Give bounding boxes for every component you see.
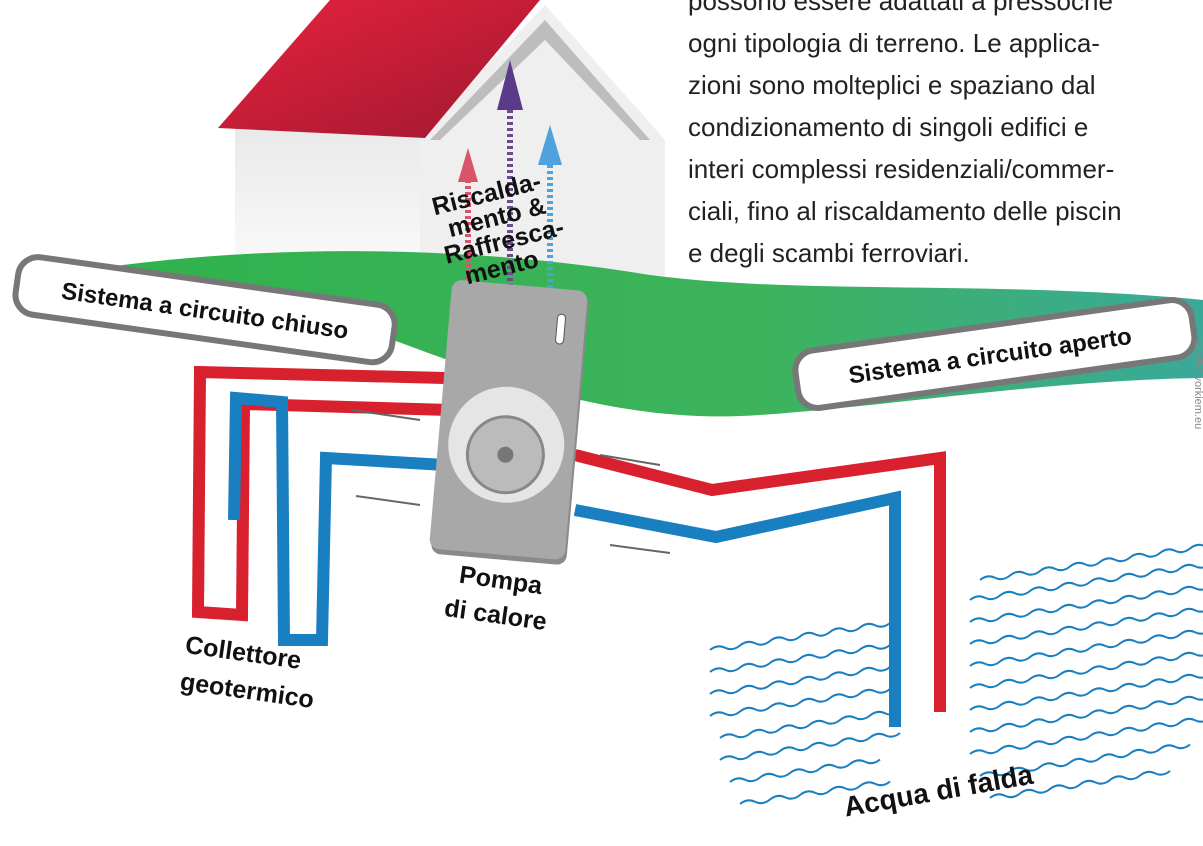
red-pipe (573, 449, 946, 712)
wave (729, 758, 881, 783)
flow-arrow (351, 409, 421, 421)
wave (969, 717, 1203, 755)
wave (969, 651, 1203, 689)
wave (989, 770, 1171, 799)
gable-trim (430, 20, 650, 140)
paragraph-line: ciali, fino al riscaldamento delle pisci… (688, 196, 1122, 226)
paragraph-line: zioni sono molteplici e spaziano dal (688, 70, 1096, 100)
wave (969, 563, 1203, 601)
wave (709, 644, 891, 673)
fan-hub (497, 446, 514, 463)
paragraph-line: condizionamento di singoli edifici e (688, 112, 1088, 142)
flow-indicators (351, 409, 671, 554)
arrow-head (497, 60, 523, 110)
heat-pump-label: Pompa di calore (443, 561, 549, 636)
groundwater-label: Acqua di falda (841, 759, 1035, 823)
wave (709, 622, 891, 651)
arrow-head (458, 148, 478, 182)
roof (218, 0, 540, 138)
wave (969, 607, 1203, 645)
paragraph-line: e degli scambi ferroviari. (688, 238, 970, 268)
heating-cooling-label: Riscalda- mento & Raffresca- mento (429, 167, 567, 290)
arrow-head (538, 125, 562, 165)
wave (969, 629, 1203, 667)
paragraph-line: interi complessi residenziali/commer- (688, 154, 1114, 184)
flow-arrow (355, 495, 421, 506)
groundwater-waves (709, 543, 1203, 805)
paragraph-line: ogni tipologia di terreno. Le applica- (688, 28, 1100, 58)
paragraph-line: possono essere adattati a pressoché (688, 0, 1113, 16)
flow-arrow (609, 544, 671, 554)
pill (12, 254, 398, 366)
wave (739, 780, 891, 805)
thermometer (555, 313, 567, 345)
wave (719, 710, 901, 739)
label-line: di calore (443, 594, 549, 636)
pipes (191, 365, 946, 727)
heat-pump (429, 280, 589, 565)
credit: Grafik: vorkiem.eu (1192, 340, 1203, 429)
wave (969, 695, 1203, 733)
wave (709, 688, 891, 717)
wave (979, 743, 1191, 777)
wave (719, 732, 901, 761)
wave (979, 543, 1203, 581)
wave (969, 585, 1203, 623)
paragraph: possono essere adattati a pressoché ogni… (688, 0, 1122, 268)
wave (969, 673, 1203, 711)
flow-arrow (599, 454, 661, 466)
blue-pipe (573, 490, 901, 727)
label-line: geotermico (178, 668, 315, 714)
wave (709, 666, 891, 695)
label-line: Pompa (457, 561, 545, 600)
blue-pipe (228, 391, 446, 646)
pill (792, 297, 1198, 411)
